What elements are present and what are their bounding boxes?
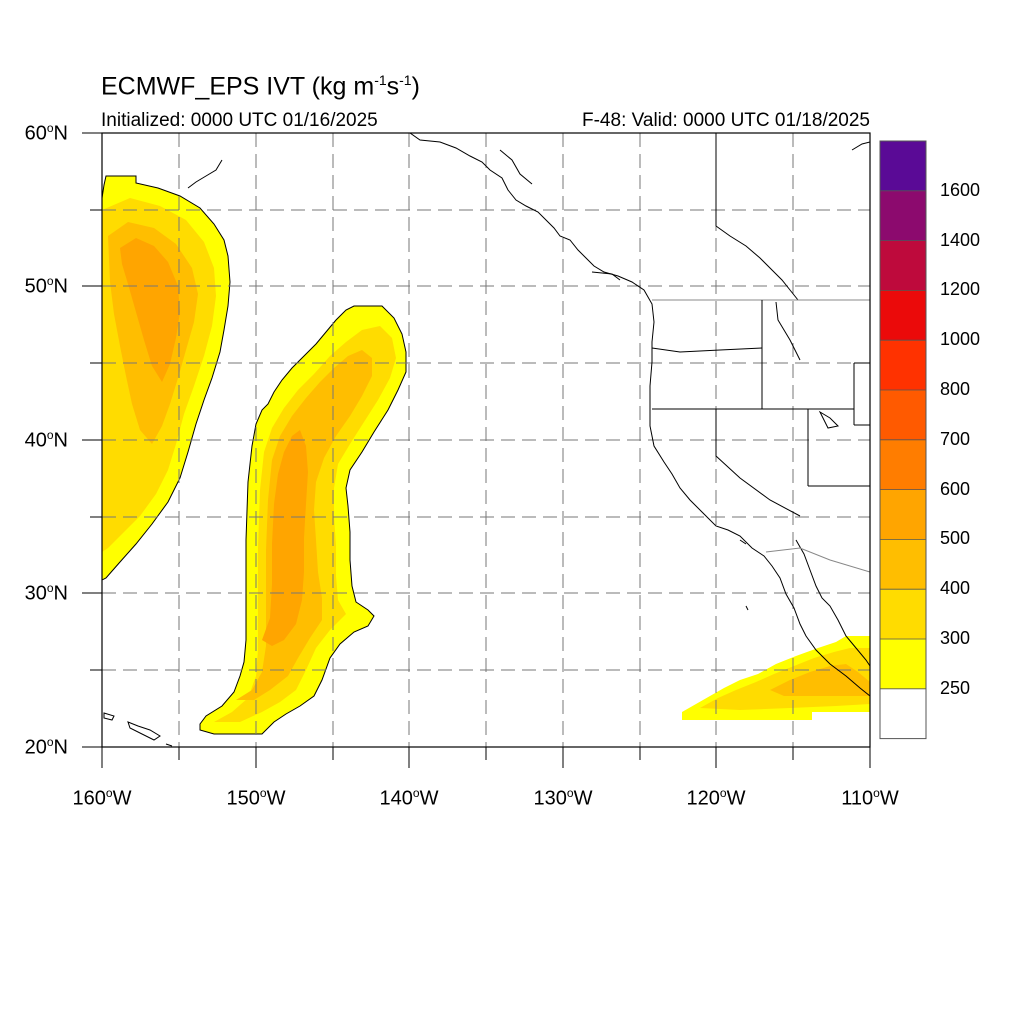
lon-label-140w: 140oW [379,786,439,810]
colorbar-border [879,140,927,740]
ivt-fields [102,133,870,747]
init-time-label: Initialized: 0000 UTC 01/16/2025 [101,110,378,131]
colorbar-swatch [880,539,926,590]
state-boundaries [651,133,870,573]
ivt-plume-central-500 [262,430,308,646]
colorbar-swatch [880,340,926,390]
ivt-plume-southeast-400 [770,664,870,696]
lon-label-150w: 150oW [226,786,286,810]
coastlines [103,133,870,747]
colorbar-swatch [880,589,926,639]
lon-label-130w: 130oW [533,786,593,810]
colorbar-swatch [880,290,926,341]
colorbar-label: 700 [940,428,971,449]
colorbar-swatch [880,190,926,241]
lat-label-50: 50oN [24,274,68,298]
colorbar-label: 800 [940,379,971,399]
colorbar-label: 600 [940,478,971,499]
colorbar-swatch [880,141,926,191]
colorbar-swatch [880,240,926,291]
valid-time-label: F-48: Valid: 0000 UTC 01/18/2025 [582,110,870,131]
lon-label-120w: 120oW [686,786,746,810]
colorbar-label: 300 [940,628,971,648]
lat-label-40: 40oN [24,428,68,452]
map-title: ECMWF_EPS IVT (kg m-1s-1) [101,72,420,101]
axis-ticks [82,132,871,768]
lat-label-20: 20oN [24,735,68,759]
colorbar-swatch [880,688,926,739]
lat-label-60: 60oN [24,121,68,145]
colorbar-label: 400 [940,578,971,599]
colorbar-swatch [880,639,926,689]
lon-label-160w: 160oW [72,786,132,810]
colorbar-label: 1000 [940,329,981,350]
colorbar-label: 500 [940,528,971,549]
colorbar-swatch [880,390,926,440]
ivt-plume-northwest-500 [120,238,180,382]
lon-label-110w: 110oW [841,786,899,810]
lat-label-30: 30oN [24,581,68,605]
colorbar-label: 1400 [940,229,981,250]
colorbar-label: 1200 [940,279,981,300]
colorbar-swatch [880,489,926,540]
colorbar-swatch [880,439,926,490]
colorbar-label: 1600 [940,179,981,200]
colorbar-label: 250 [940,677,971,698]
colorbar [879,140,927,740]
